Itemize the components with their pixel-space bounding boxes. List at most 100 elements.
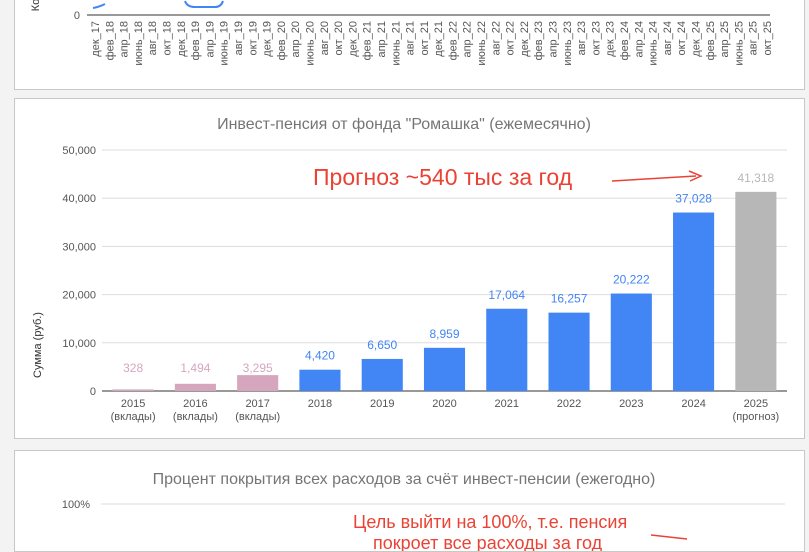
top-chart-x-label: авг_18: [147, 21, 159, 55]
top-chart-x-label: окт_23: [590, 21, 602, 55]
top-chart-x-labels: дек_17 фев_18 апр_18 июнь_18 авг_18 окт_18 дек…: [90, 21, 774, 66]
x-tick-label: 2015: [121, 398, 145, 410]
top-chart-x-label: фев_21: [362, 21, 374, 60]
coverage-annotation-arrow: [650, 534, 688, 540]
top-chart-x-label: июнь_18: [133, 21, 145, 66]
top-chart-x-label: окт_24: [676, 21, 688, 55]
bar: [548, 312, 590, 391]
y-tick-label: 20,000: [62, 290, 96, 302]
bar-value-label: 8,959: [429, 327, 459, 341]
top-chart-x-label: авг_21: [405, 21, 417, 55]
bar: [735, 191, 777, 391]
bar: [174, 383, 216, 391]
x-tick-label: 2016: [183, 398, 207, 410]
x-tick-label: 2017: [245, 398, 269, 410]
x-tick-label: 2021: [495, 398, 519, 410]
top-chart-x-label: фев_20: [276, 21, 288, 60]
x-tick-sublabel: (вклады): [111, 411, 156, 423]
top-chart-x-label: окт_21: [419, 21, 431, 55]
coverage-chart: Процент покрытия всех расходов за счёт и…: [62, 471, 785, 551]
value-labels: 328 1,494 3,295 4,420 6,650 8,959 17,064 16,257…: [123, 171, 774, 375]
top-chart-x-label: дек_22: [519, 21, 531, 57]
top-chart-x-label: дек_18: [176, 21, 188, 57]
bar-value-label: 20,222: [613, 273, 650, 287]
bar-value-label: 1,494: [180, 361, 210, 375]
y-axis-label: Сумма (руб.): [32, 312, 44, 378]
top-chart-x-label: июнь_23: [562, 21, 574, 66]
top-chart-x-label: авг_23: [576, 21, 588, 55]
bar: [486, 308, 528, 391]
top-chart-x-label: авг_25: [748, 21, 760, 55]
bar: [673, 212, 715, 391]
annotation-arrow-head: [688, 170, 703, 182]
top-chart-x-label: окт_19: [247, 21, 259, 55]
top-chart-y-tick-0: 0: [74, 10, 80, 22]
top-chart-series-line: [92, 0, 224, 9]
x-tick-label: 2024: [681, 398, 705, 410]
top-chart-x-label: июнь_24: [648, 21, 660, 66]
top-chart-x-label: апр_25: [719, 21, 731, 58]
y-tick-label: 0: [90, 386, 96, 398]
x-tick-sublabel: (вклады): [235, 411, 280, 423]
top-chart-x-label: окт_22: [505, 21, 517, 55]
bars: [112, 191, 777, 391]
top-chart-x-label: окт_20: [333, 21, 345, 55]
top-chart-x-label: окт_25: [762, 21, 774, 55]
top-chart-x-label: июнь_25: [733, 21, 745, 66]
top-chart-x-label: авг_24: [662, 21, 674, 55]
chart-title: Инвест-пенсия от фонда "Ромашка" (ежемес…: [217, 116, 591, 133]
top-chart-x-label: июнь_22: [476, 21, 488, 66]
y-tick-label: 30,000: [62, 241, 96, 253]
coverage-annotation-line1: Цель выйти на 100%, т.е. пенсия: [353, 512, 627, 532]
bar: [237, 375, 279, 391]
gridlines: [102, 149, 787, 392]
top-chart-x-label: июнь_20: [304, 21, 316, 66]
top-chart-x-label: авг_22: [490, 21, 502, 55]
top-chart-x-label: дек_20: [347, 21, 359, 57]
coverage-chart-title: Процент покрытия всех расходов за счёт и…: [153, 471, 656, 488]
top-chart-x-label: фев_18: [104, 21, 116, 60]
bar-value-label: 3,295: [243, 361, 273, 375]
top-chart-x-label: дек_17: [90, 21, 102, 57]
top-chart-y-axis-label: Ко: [30, 0, 42, 11]
top-chart-x-label: фев_22: [447, 21, 459, 60]
y-tick-label: 50,000: [62, 145, 96, 157]
x-tick-label: 2022: [557, 398, 581, 410]
top-chart-x-label: дек_23: [605, 21, 617, 57]
coverage-y-tick-100: 100%: [62, 499, 90, 511]
top-chart-x-label: фев_19: [190, 21, 202, 60]
x-tick-label: 2019: [370, 398, 394, 410]
bar-value-label: 4,420: [305, 349, 335, 363]
top-chart-x-label: июнь_21: [390, 21, 402, 66]
y-tick-label: 40,000: [62, 193, 96, 205]
y-tick-label: 10,000: [62, 338, 96, 350]
monthly-line-chart: Ко 0 дек_17 фев_18 апр_18 июнь_18 авг_18 окт_…: [30, 0, 774, 66]
bar: [423, 347, 466, 391]
top-chart-x-label: апр_24: [633, 21, 645, 58]
coverage-annotation-line2: покроет все расходы за год: [373, 533, 603, 551]
coverage-chart-card: Процент покрытия всех расходов за счёт и…: [14, 450, 805, 552]
top-chart-x-label: дек_19: [262, 21, 274, 57]
top-chart-x-label: апр_23: [548, 21, 560, 58]
x-tick-label: 2020: [432, 398, 456, 410]
bar-value-label: 6,650: [367, 338, 397, 352]
top-chart-x-label: фев_24: [619, 21, 631, 60]
top-chart-x-label: апр_20: [290, 21, 302, 58]
bar: [299, 369, 341, 391]
bar-value-label: 328: [123, 361, 143, 375]
top-chart-x-label: апр_22: [462, 21, 474, 58]
top-chart-x-label: апр_21: [376, 21, 388, 58]
invest-pension-bar-chart: Инвест-пенсия от фонда "Ромашка" (ежемес…: [32, 116, 787, 423]
top-chart-x-label: фев_23: [533, 21, 545, 60]
top-chart-x-label: окт_18: [161, 21, 173, 55]
bar: [610, 293, 652, 391]
invest-pension-chart-card: Инвест-пенсия от фонда "Ромашка" (ежемес…: [14, 98, 805, 439]
bar: [361, 358, 403, 391]
top-chart-x-label: дек_21: [433, 21, 445, 57]
y-axis-ticks: 0 10,000 20,000 30,000 40,000 50,000: [62, 145, 96, 398]
forecast-annotation: Прогноз ~540 тыс за год: [313, 164, 573, 190]
bar: [112, 389, 154, 391]
x-tick-sublabel: (прогноз): [733, 411, 780, 423]
x-tick-label: 2018: [308, 398, 332, 410]
top-chart-x-label: авг_20: [319, 21, 331, 55]
